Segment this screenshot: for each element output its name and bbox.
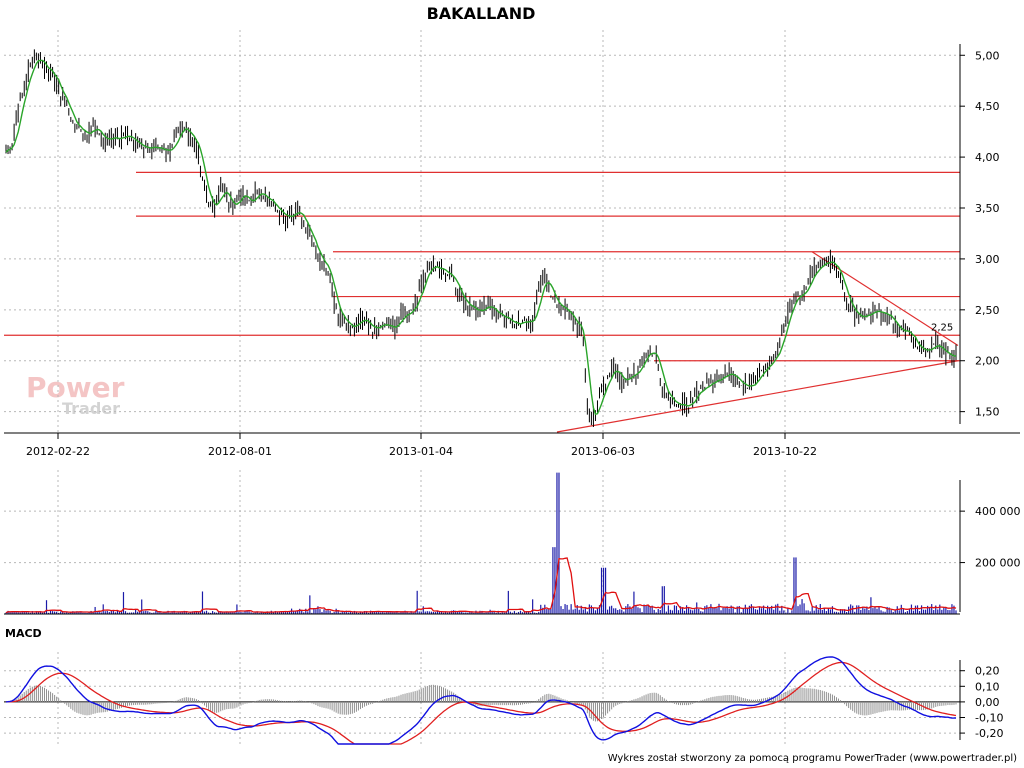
price-tick-label: 4,50 xyxy=(975,100,1000,113)
price-levels xyxy=(4,171,960,433)
vol-tick-label: 400 000 xyxy=(975,505,1021,518)
watermark-sub: Trader xyxy=(62,399,120,418)
macd-tick-label: 0,20 xyxy=(975,665,1000,678)
macd-line xyxy=(5,656,956,745)
footer-credit: Wykres został stworzony za pomocą progra… xyxy=(608,753,1017,764)
price-axis: 5,00 4,50 4,00 3,50 3,00 2,50 2,00 1,50 xyxy=(959,44,1000,424)
date-tick-label: 2013-06-03 xyxy=(571,445,635,458)
macd-signal-line xyxy=(6,661,957,745)
price-grid xyxy=(4,30,960,432)
date-tick-label: 2013-01-04 xyxy=(389,445,453,458)
price-tick-label: 4,00 xyxy=(975,151,1000,164)
volume-ma-line xyxy=(5,557,957,614)
date-axis: 2012-02-22 2012-08-01 2013-01-04 2013-06-03… xyxy=(4,432,1020,458)
vol-tick-label: 200 000 xyxy=(975,557,1021,570)
volume-bars xyxy=(5,472,957,614)
price-tick-label: 2,00 xyxy=(975,355,1000,368)
price-tick-label: 3,50 xyxy=(975,202,1000,215)
macd-title: MACD xyxy=(5,627,42,640)
date-tick-label: 2013-10-22 xyxy=(753,445,817,458)
price-tick-label: 1,50 xyxy=(975,406,1000,419)
date-tick-label: 2012-08-01 xyxy=(208,445,272,458)
price-candles xyxy=(5,49,957,427)
macd-axis: 0,20 0,10 0,00 -0,10 -0,20 xyxy=(959,660,1003,740)
price-ma-line xyxy=(5,59,957,416)
level-annotation: 2,25 xyxy=(931,322,953,333)
macd-tick-label: 0,10 xyxy=(975,680,1000,693)
macd-tick-label: -0,20 xyxy=(975,727,1003,740)
date-tick-label: 2012-02-22 xyxy=(26,445,90,458)
support-trendline xyxy=(556,360,959,433)
powertrader-watermark-logo: Power Trader xyxy=(26,371,125,418)
chart-title: BAKALLAND xyxy=(427,4,536,23)
price-tick-label: 5,00 xyxy=(975,49,1000,62)
watermark-brand: Power xyxy=(26,371,125,404)
macd-tick-label: -0,10 xyxy=(975,711,1003,724)
price-tick-label: 2,50 xyxy=(975,304,1000,317)
volume-grid xyxy=(4,470,960,614)
macd-tick-label: 0,00 xyxy=(975,696,1000,709)
macd-lines xyxy=(5,656,957,745)
price-tick-label: 3,00 xyxy=(975,253,1000,266)
volume-axis: 400 000 200 000 xyxy=(4,480,1021,615)
